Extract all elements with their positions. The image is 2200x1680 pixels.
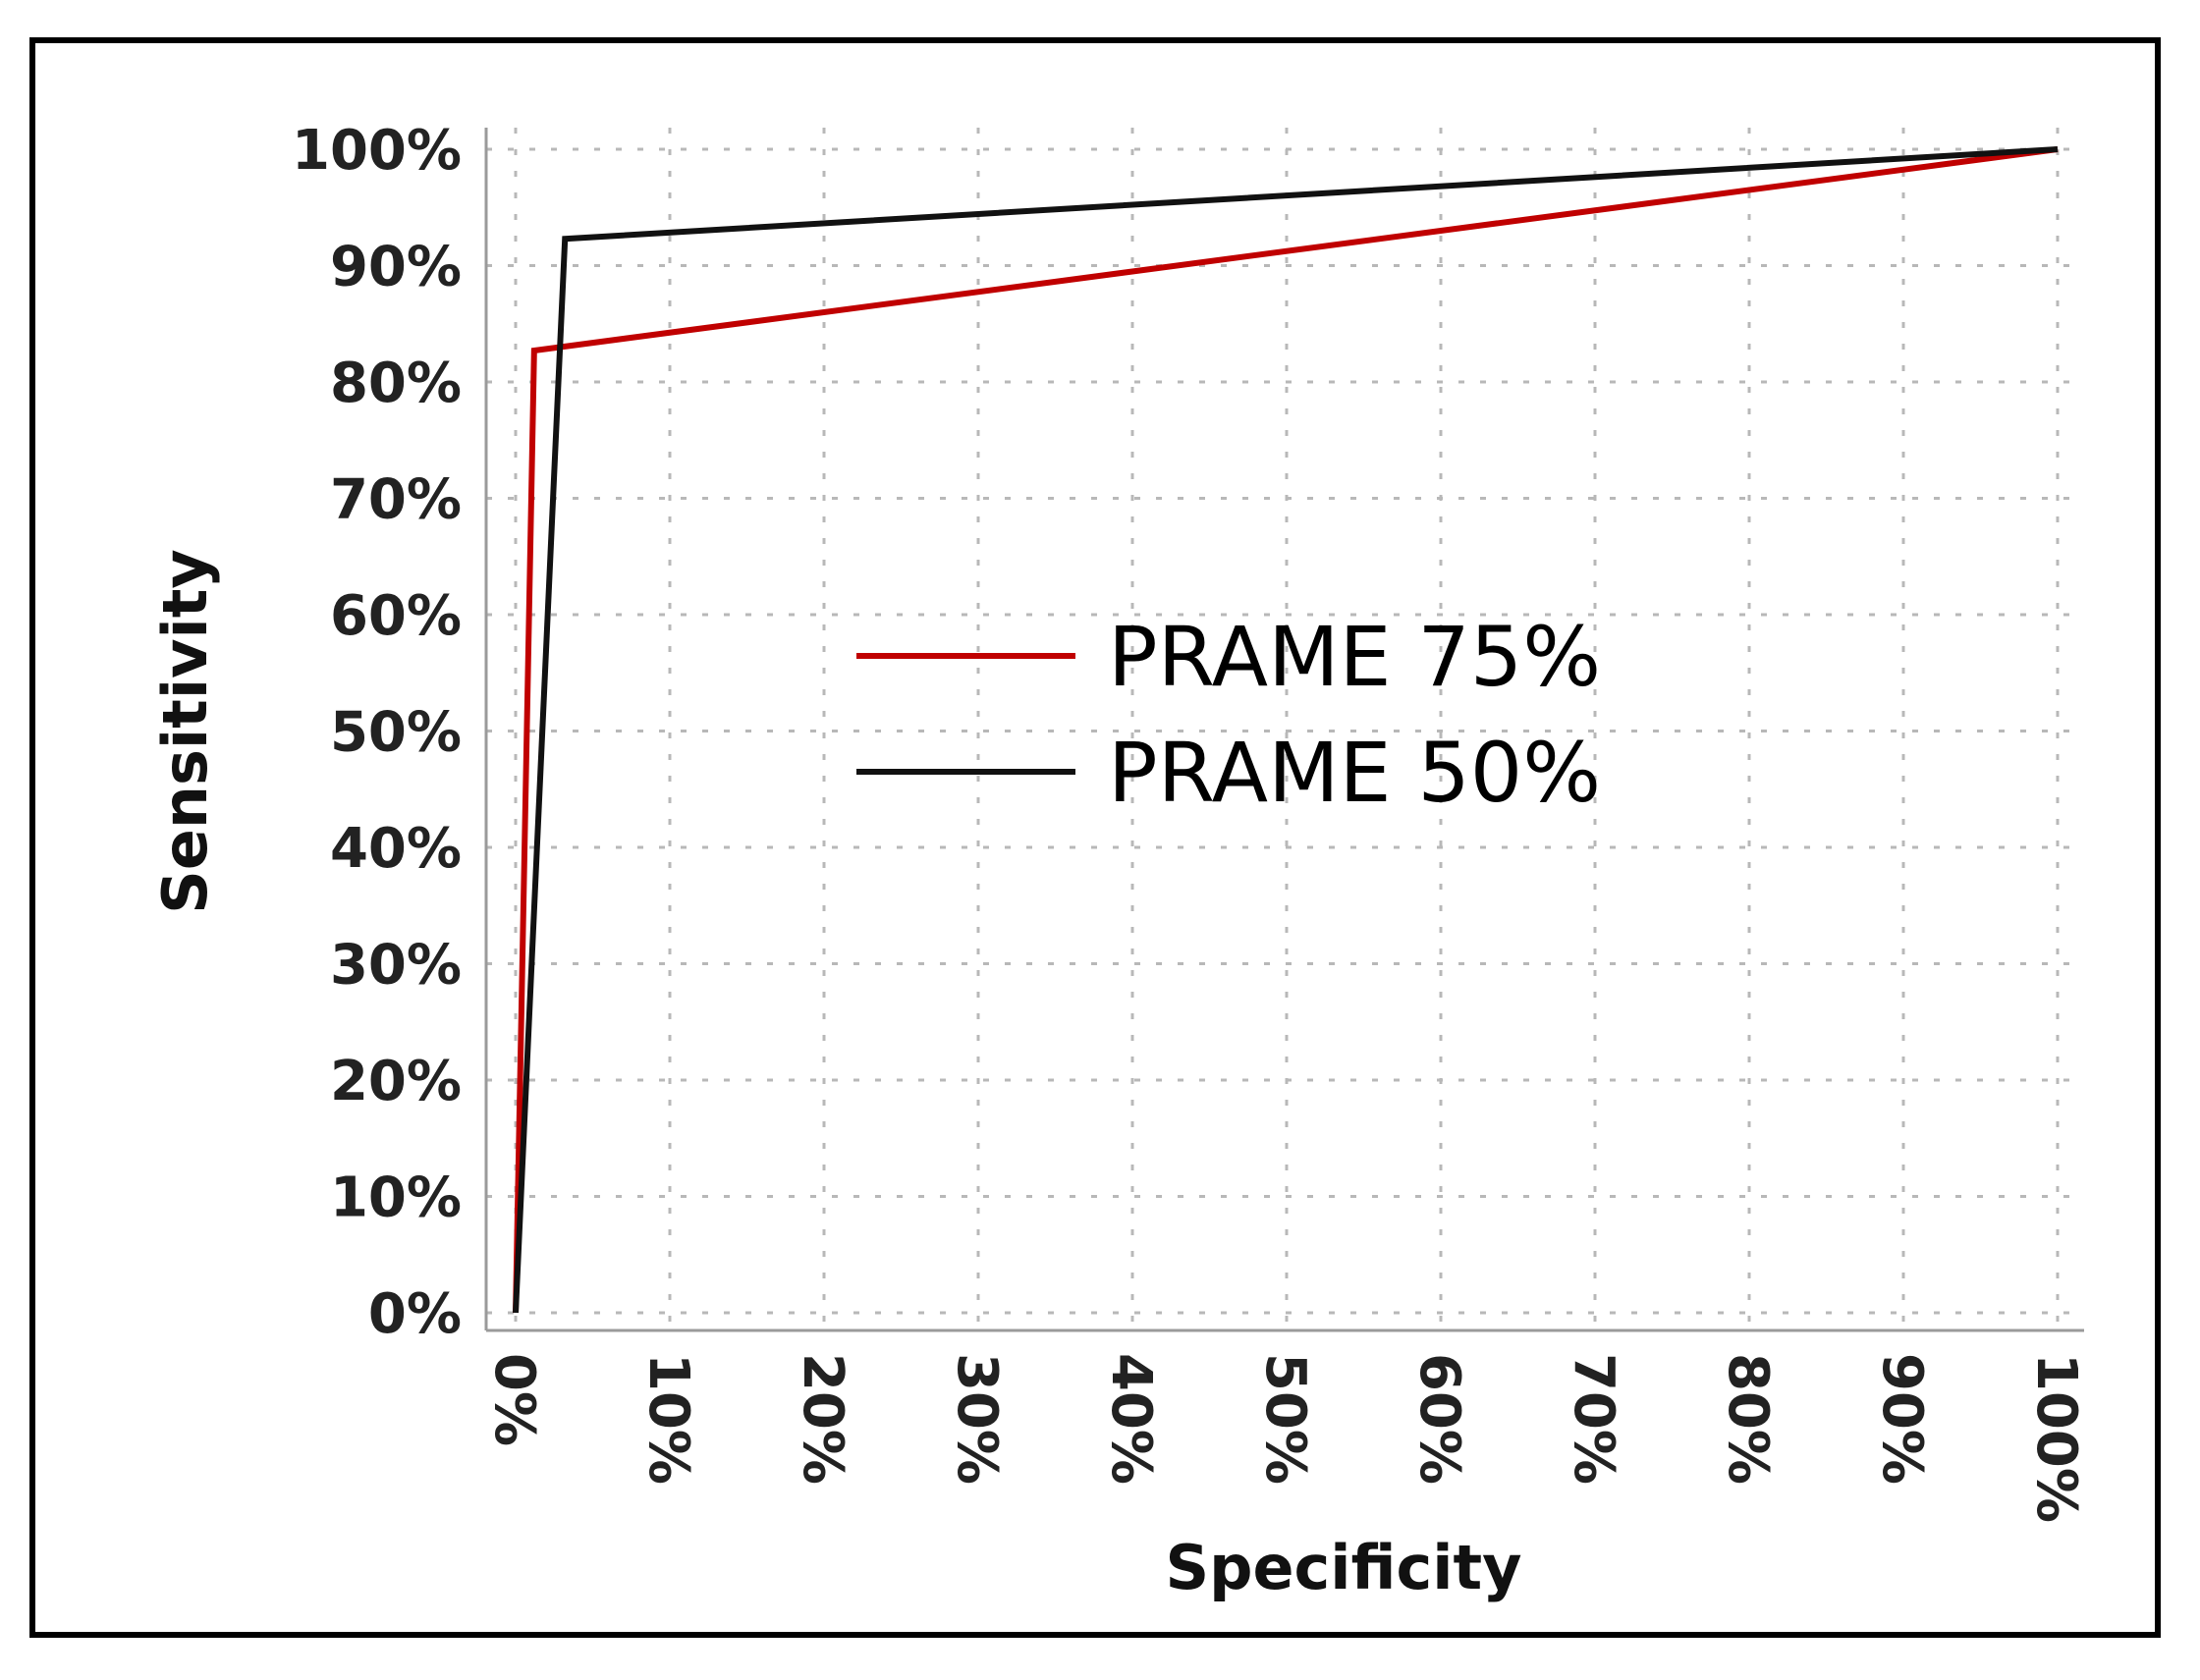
x-tick-label: 90% [1870,1353,1934,1485]
x-tick-labels: 0% 10% 20% 30% 40% 50% 60% 70% 80% 90% 100% [482,1353,2088,1523]
series-lines [513,146,2059,1314]
y-tick-label: 50% [330,701,462,765]
y-tick-label: 30% [330,934,462,998]
series-line [513,146,2059,1314]
y-tick-label: 100% [292,119,462,183]
figure-frame [29,37,2161,1638]
y-tick-label: 10% [330,1166,462,1230]
y-tick-label: 0% [368,1282,462,1346]
x-tick-label: 20% [791,1353,854,1485]
x-tick-label: 30% [945,1353,1009,1485]
y-tick-labels: 0% 10% 20% 30% 40% 50% 60% 70% 80% 90% 100% [292,119,462,1346]
x-tick-label: 70% [1562,1353,1625,1485]
x-tick-label: 60% [1407,1353,1471,1485]
y-tick-label: 80% [330,352,462,415]
x-axis-title: Specificity [1165,1532,1521,1603]
y-tick-label: 90% [330,236,462,299]
x-tick-label: 50% [1253,1353,1317,1485]
x-tick-label: 10% [636,1353,700,1485]
legend-label: PRAME 50% [1108,725,1601,821]
x-tick-label: 100% [2024,1353,2088,1523]
y-tick-label: 40% [330,817,462,881]
series-line [513,146,2059,1314]
y-axis-title: Sensitivity [149,549,221,914]
axes [484,128,2084,1332]
x-tick-label: 80% [1716,1353,1780,1485]
y-tick-label: 70% [330,468,462,532]
grid-lines [486,128,2080,1326]
y-tick-label: 20% [330,1050,462,1113]
x-tick-label: 40% [1099,1353,1163,1485]
legend-label: PRAME 75% [1108,609,1601,705]
legend: PRAME 75% PRAME 50% [856,609,1601,821]
y-tick-label: 60% [330,584,462,648]
x-tick-label: 0% [482,1353,546,1446]
